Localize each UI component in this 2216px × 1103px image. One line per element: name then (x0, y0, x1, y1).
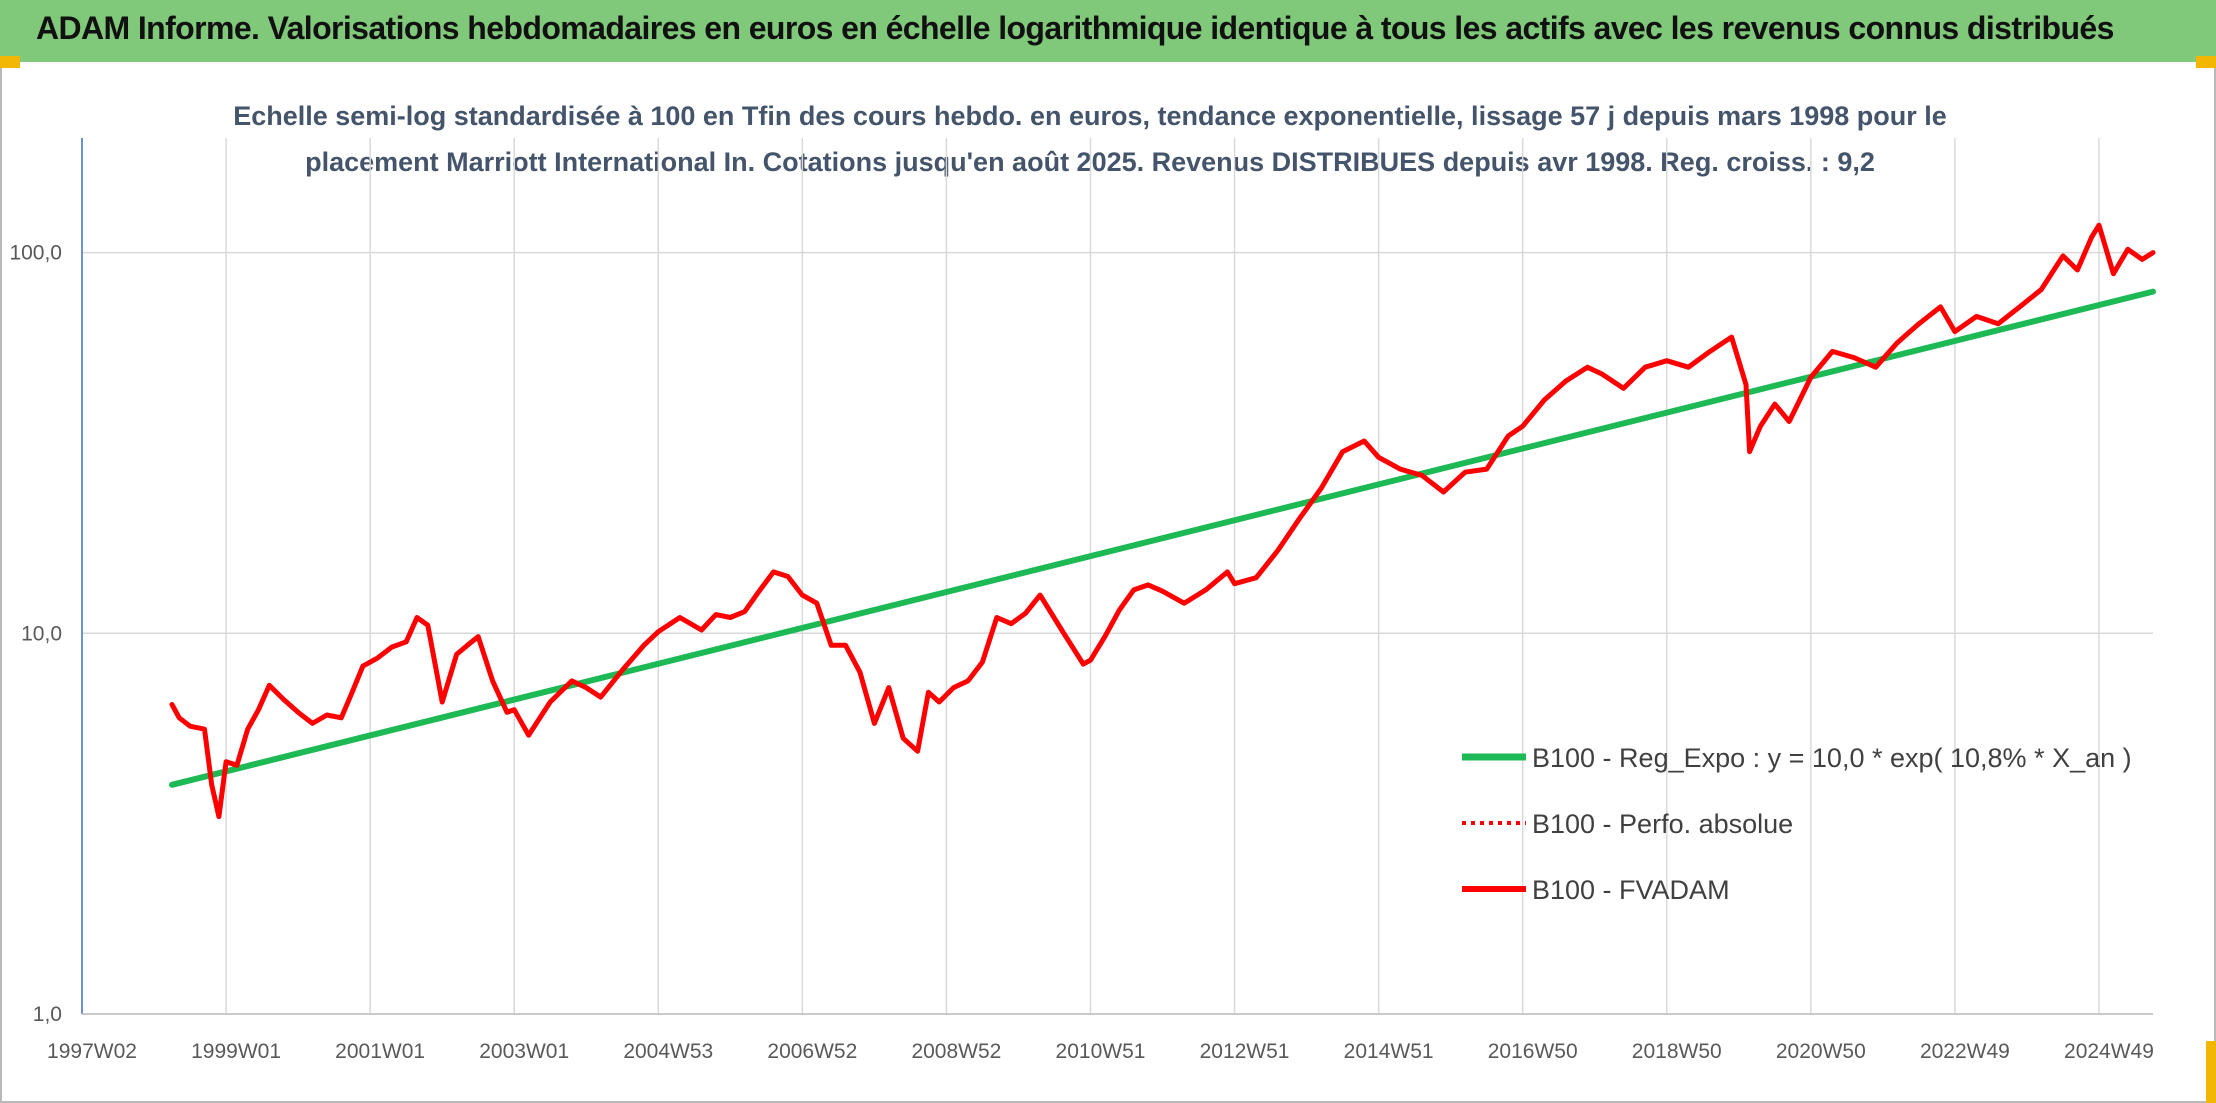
x-tick-label: 2010W51 (1056, 1040, 1146, 1063)
x-tick-label: 2022W49 (1920, 1040, 2010, 1063)
x-tick-label: 2016W50 (1488, 1040, 1578, 1063)
corner-accent-bottom-right (2206, 1041, 2216, 1103)
x-tick-label: 2008W52 (911, 1040, 1001, 1063)
x-tick-label: 2012W51 (1200, 1040, 1290, 1063)
chart-title: Echelle semi-log standardisée à 100 en T… (140, 93, 2040, 185)
chart-title-line-1: Echelle semi-log standardisée à 100 en T… (233, 101, 1947, 131)
x-tick-label: 1997W02 (47, 1040, 137, 1063)
y-tick-label: 1,0 (33, 1003, 62, 1026)
x-tick-label: 2024W49 (2064, 1040, 2154, 1063)
y-tick-label: 100,0 (9, 242, 62, 265)
legend-label-3: B100 - FVADAM (1532, 875, 1730, 905)
page-title: ADAM Informe. Valorisations hebdomadaire… (36, 10, 2114, 46)
x-tick-label: 2001W01 (335, 1040, 425, 1063)
x-tick-label: 2006W52 (767, 1040, 857, 1063)
series-line-3 (169, 222, 2156, 820)
legend-label-2: B100 - Perfo. absolue (1532, 809, 1793, 839)
x-tick-label: 1999W01 (191, 1040, 281, 1063)
y-tick-label: 10,0 (21, 622, 62, 645)
corner-accent-top-left (0, 56, 20, 68)
x-tick-label: 2020W50 (1776, 1040, 1866, 1063)
x-tick-label: 2018W50 (1632, 1040, 1722, 1063)
legend-label-1: B100 - Reg_Expo : y = 10,0 * exp( 10,8% … (1532, 743, 2132, 773)
x-tick-label: 2004W53 (623, 1040, 713, 1063)
series-line-1 (169, 288, 2156, 788)
x-tick-label: 2014W51 (1344, 1040, 1434, 1063)
x-tick-label: 2003W01 (479, 1040, 569, 1063)
corner-accent-top-right (2196, 56, 2216, 68)
header-bar: ADAM Informe. Valorisations hebdomadaire… (0, 0, 2216, 62)
